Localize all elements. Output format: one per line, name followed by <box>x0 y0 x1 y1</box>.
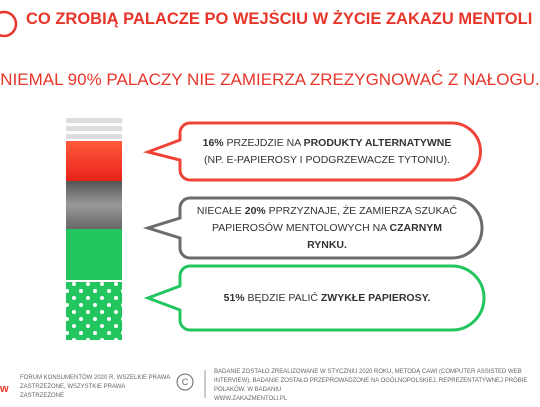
bold-text: 20% <box>244 205 266 217</box>
footer-url: WWW.ZAKAZMENTOLI.PL <box>214 396 288 402</box>
logo-fragment: w <box>0 383 9 395</box>
callout-line: 16% PRZEJDZIE NA PRODUKTY ALTERNATYWNE (… <box>196 135 458 169</box>
callout-text: 51% BĘDZIE PALIĆ ZWYKŁE PAPIEROSY. <box>182 267 472 330</box>
bold-text: 16% <box>202 137 224 149</box>
logo-ring <box>0 10 18 38</box>
bold-text: 51% <box>223 292 245 304</box>
subtitle: NIEMAL 90% PALACZY NIE ZAMIERZA ZREZYGNO… <box>0 70 540 89</box>
text: BĘDZIE PALIĆ <box>244 292 321 304</box>
callout-line: 51% BĘDZIE PALIĆ ZWYKŁE PAPIEROSY. <box>224 290 431 307</box>
callout-line: NIECAŁE 20% PPRZYZNAJE, ŻE ZAMIERZA SZUK… <box>196 203 458 254</box>
cigarette <box>66 118 122 340</box>
text: PPRZYZNAJE, ŻE ZAMIERZA SZUKAĆ PAPIEROSÓ… <box>211 205 461 234</box>
callouts <box>142 121 486 332</box>
footer-left: FORUM KONSUMENTÓW 2020 R. WSZELKIE PRAWA… <box>20 375 170 399</box>
bold-text: PRODUKTY ALTERNATYWNE <box>303 137 452 149</box>
text: NIECAŁE <box>196 205 245 217</box>
footer-right: BADANIE ZOSTAŁO ZREALIZOWANE W STYCZNIU … <box>214 368 540 404</box>
callout-text: 16% PRZEJDZIE NA PRODUKTY ALTERNATYWNE (… <box>182 124 472 180</box>
bold-text: ZWYKŁE PAPIEROSY. <box>320 292 431 304</box>
text: PRZEJDZIE NA <box>223 137 304 149</box>
copyright-icon <box>176 373 194 391</box>
text: (NP. E-PAPIEROSY I PODGRZEWACZE TYTONIU)… <box>203 137 455 166</box>
callout-text: NIECAŁE 20% PPRZYZNAJE, ŻE ZAMIERZA SZUK… <box>182 199 472 258</box>
bold-text: CZARNYM RYNKU. <box>307 222 445 251</box>
title: CO ZROBIĄ PALACZE PO WEJŚCIU W ŻYCIE ZAK… <box>26 10 533 28</box>
copyright-c: C <box>182 377 189 387</box>
footer-note: BADANIE ZOSTAŁO ZREALIZOWANE W STYCZNIU … <box>214 369 528 393</box>
